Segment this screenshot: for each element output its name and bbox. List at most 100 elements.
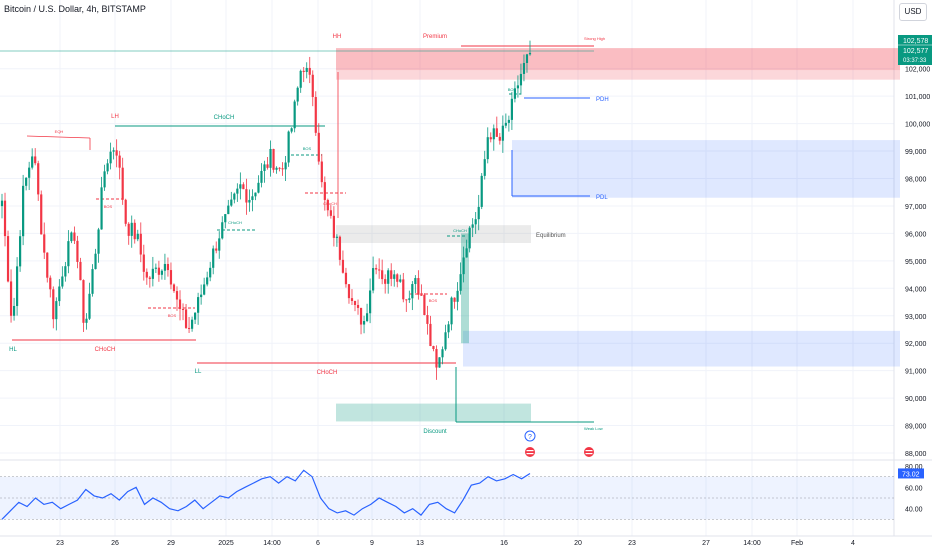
label-bos-3: BOS [303,146,312,151]
label-ll: LL [195,369,202,375]
label-bos-4: BOS [429,298,438,303]
candle-body [332,215,335,238]
label-discount: Discount [423,429,447,435]
candle-body [429,323,432,347]
candle-body [181,308,185,310]
candle-body [151,268,154,279]
price-tick-label: 95,000 [905,259,927,266]
candle-body [423,294,426,316]
candle-body [154,267,157,269]
candle-body [52,289,55,320]
price-tick-label: 99,000 [905,149,927,156]
premium-zone [336,48,900,80]
label-bos-5: BOS [508,87,517,92]
candle-body [212,248,215,268]
candle-body [266,164,269,168]
candle-body [381,270,384,280]
candle-body [257,182,260,193]
time-tick-label: 20 [574,540,582,547]
us-flag-icon[interactable] [584,447,594,457]
candle-body [28,167,31,178]
time-tick-label: 27 [702,540,710,547]
candle-body [462,257,465,275]
candle-body [184,309,188,328]
candle-body [19,236,22,267]
event-icon[interactable] [524,430,536,442]
candle-body [3,200,7,237]
candle-body [390,270,393,279]
candle-body [444,332,447,350]
candle-body [0,200,4,207]
price-badge-a: 102,578 [903,38,928,45]
candle-body [290,128,293,132]
label-choch-5: CHoCH [323,201,337,206]
time-tick-label: 9 [370,540,374,547]
us-flag-icon[interactable] [525,447,535,457]
label-equilibrium: Equilibrium [536,233,566,239]
label-pdl: PDL [596,195,608,201]
candle-body [233,193,236,200]
candle-body [495,128,498,137]
label-bos-2: BOS [168,313,177,318]
candle-body [408,298,411,300]
candle-body [254,192,257,197]
candle-body [218,238,221,251]
candle-body [121,167,124,200]
candle-body [70,232,73,242]
time-tick-label: 29 [167,540,175,547]
candle-body [133,222,136,240]
candle-body [67,241,70,267]
price-tick-label: 100,000 [905,122,930,129]
candle-body [25,177,28,186]
price-tick-label: 90,000 [905,396,927,403]
candle-body [58,286,61,302]
candle-body [178,299,182,309]
candle-body [353,301,357,305]
candle-body [139,233,142,255]
candle-body [372,268,375,291]
candle-body [187,327,191,329]
candle-body [483,159,486,176]
price-tick-label: 101,000 [905,94,930,101]
us-flag-stripe [526,450,534,452]
price-tick-label: 97,000 [905,204,927,211]
candle-body [447,324,450,333]
candle-body [432,346,435,350]
equilibrium-zone [336,225,531,244]
candle-body [88,293,91,319]
candle-body [284,162,287,170]
candle-body [103,171,106,188]
candle-body [172,284,176,292]
price-tick-label: 102,000 [905,67,930,74]
candle-body [519,73,523,86]
discount-zone [336,403,531,422]
candle-body [393,274,396,279]
candle-body [127,223,130,236]
candle-body [501,125,504,141]
candle-body [224,214,227,223]
candle-body [269,148,272,168]
candle-body [435,349,438,368]
candle-body [438,357,441,368]
candle-body [215,248,218,251]
candle-body [323,182,326,200]
time-tick-label: 6 [316,540,320,547]
candle-body [142,254,145,272]
candle-body [115,150,118,156]
candle-body [136,233,139,240]
candle-body [338,236,342,260]
label-premium: Premium [423,34,447,40]
currency-button[interactable]: USD [899,3,927,21]
candle-body [236,188,239,194]
candle-body [528,52,532,55]
label-choch-4: CHoCH [228,220,242,225]
candle-body [197,297,200,313]
candle-body [525,54,529,63]
candle-body [130,222,133,236]
candle-body [365,313,369,322]
candle-body [9,281,13,316]
time-tick-label: 23 [628,540,636,547]
candle-body [118,155,121,168]
candle-body [91,269,94,294]
